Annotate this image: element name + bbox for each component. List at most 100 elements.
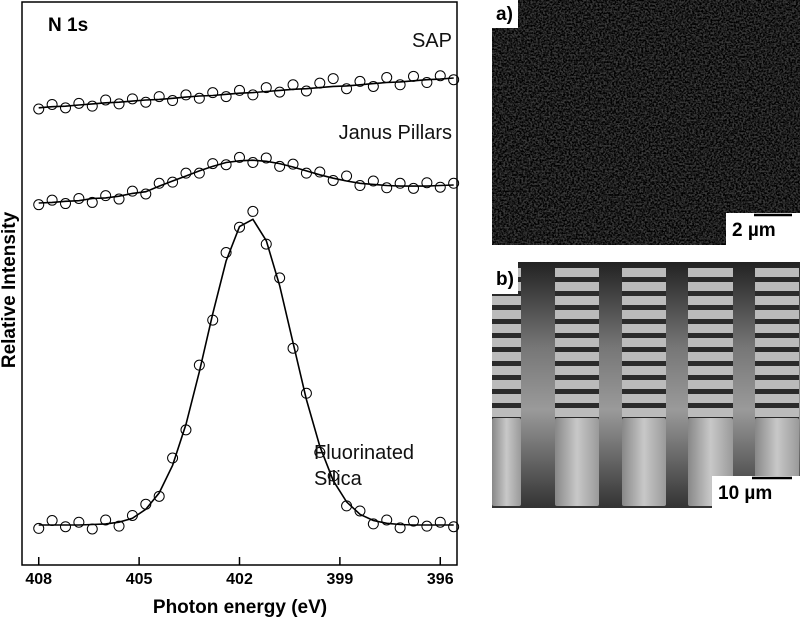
data-point [153,490,165,502]
data-point [327,174,339,186]
data-point [381,182,393,194]
data-point [234,221,245,233]
data-point [287,79,299,91]
data-point [408,515,419,527]
scale-label: 2 µm [732,220,776,241]
data-point [113,98,125,110]
label-box [492,262,518,294]
fit-line [38,77,454,109]
data-point [46,194,58,206]
data-point [100,190,112,202]
data-point [381,71,393,83]
data-point [287,158,299,170]
data-point [408,70,419,82]
panel-label: b) [496,269,514,290]
data-point [193,359,205,371]
data-point [73,97,85,109]
x-tick-label: 402 [226,571,253,588]
data-point [167,95,179,107]
data-point [314,166,326,178]
data-point [367,80,379,92]
data-point [448,74,460,86]
data-point [234,84,245,96]
data-point [327,470,339,482]
data-point [86,523,98,535]
data-point [193,167,205,179]
data-point [327,73,339,85]
data-point [33,103,45,115]
data-point [341,170,353,182]
data-point [448,177,460,189]
data-point [274,160,286,172]
data-point [100,514,112,526]
data-point [434,70,446,82]
data-point [354,505,366,517]
data-point [126,185,138,197]
data-point [140,498,152,510]
data-point [367,175,379,187]
data-point [73,192,85,204]
data-point [354,180,366,192]
label-box [492,0,518,28]
data-point [367,518,379,530]
data-point [300,387,312,399]
data-point [234,151,245,163]
scale-box [712,476,800,508]
x-tick-label: 396 [427,571,454,588]
data-point [207,158,219,170]
data-point [274,86,286,98]
scale-label: 10 µm [718,483,772,504]
data-point [140,96,152,108]
data-point [274,272,286,284]
data-point [60,521,71,533]
data-point [33,522,45,534]
data-point [300,167,312,179]
x-tick-label: 408 [25,571,52,588]
data-point [314,77,326,89]
data-point [193,92,205,104]
data-point [126,509,138,521]
data-point [46,515,58,527]
x-axis-title: Photon energy (eV) [153,597,327,618]
data-point [247,89,259,101]
data-point [126,93,138,105]
data-point [73,516,85,528]
sem-image-a [492,0,800,245]
data-point [207,314,219,326]
data-point [341,500,353,512]
data-point [220,159,232,171]
scale-box [726,213,800,245]
series-label: Janus Pillars [338,122,452,144]
x-tick-label: 405 [126,571,153,588]
data-point [140,188,152,200]
data-point [354,75,366,87]
data-point [421,520,433,532]
data-point [448,521,460,533]
data-point [207,87,219,99]
data-point [247,205,259,217]
data-point [180,89,192,101]
data-point [247,156,259,168]
data-point [408,182,419,194]
data-point [300,85,312,97]
data-point [86,100,98,112]
data-point [167,176,179,188]
chart-title: N 1s [48,15,88,36]
fit-line [38,218,454,526]
data-point [381,514,393,526]
data-point [86,196,98,208]
sem-image-b [492,262,800,508]
data-point [260,82,272,94]
series-label: SAP [411,30,452,52]
data-point [220,247,232,259]
data-point [180,424,192,436]
data-point [434,181,446,193]
data-point [421,177,433,189]
data-point [167,452,179,464]
y-axis-title: Relative Intensity [0,211,20,368]
panel-label: a) [496,4,513,25]
data-point [60,102,71,114]
data-point [46,98,58,110]
data-point [153,91,165,103]
data-point [113,193,125,205]
